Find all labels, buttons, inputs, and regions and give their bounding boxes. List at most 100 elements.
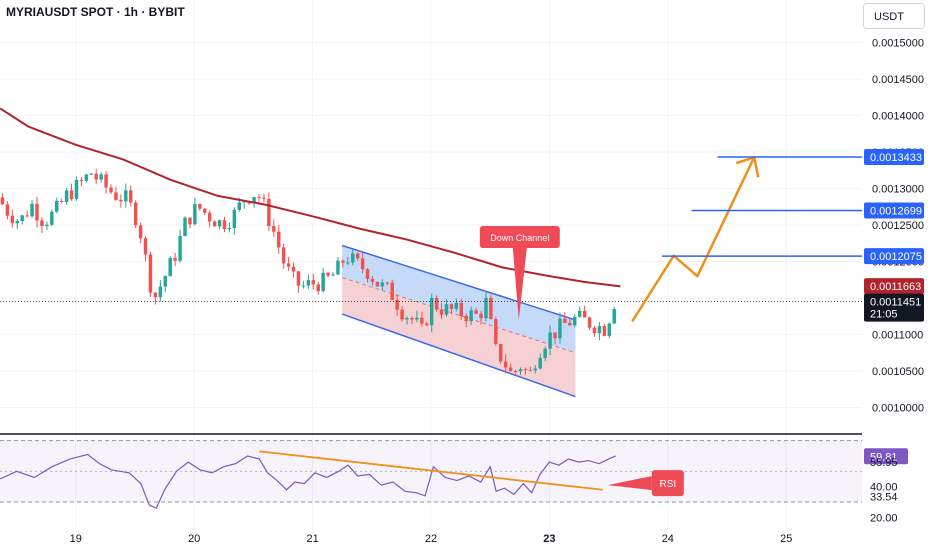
rsi-callout-label: RSI [659,479,676,490]
target-level-tag-bg [864,248,924,265]
candle-body [10,215,15,224]
candle-body [193,203,197,225]
candle-body [474,310,478,314]
candle-body [198,203,202,209]
candle-body [252,197,256,204]
candle-body [15,220,19,224]
candle-body [50,211,54,225]
candle-body [281,247,286,264]
rsi-level-label: 20.00 [870,512,898,524]
current-price-tag-label: 0.0011451 [870,297,921,309]
candle-body [469,310,473,322]
price-tick-label: 0.0015000 [872,38,924,50]
target-level-tag-label: 0.0013433 [870,152,922,164]
candle-body [351,253,355,263]
candle-body [597,325,602,334]
candle-body [326,272,330,276]
candle-body [129,190,133,203]
candle-body [568,322,572,326]
candle-body [494,319,498,345]
candle-body [84,174,89,181]
rsi-pane [0,440,862,509]
candle-body [553,332,557,339]
candle-body [277,231,281,248]
candle-body [543,348,547,358]
candle-body [20,215,24,221]
time-tick-label: 23 [543,533,555,545]
candle-body [25,215,29,217]
candlestick-series [0,168,616,375]
candle-body [439,309,444,315]
rsi-callout-pointer [607,476,652,491]
candle-body [612,309,616,324]
candle-body [321,272,325,292]
candle-body [385,282,390,284]
rsi-trendline [259,450,603,491]
candle-body [454,302,459,309]
candle-body [222,220,227,230]
price-axis: 0.00150000.00145000.00140000.00135000.00… [862,0,932,550]
time-axis: 19 20 21 22 23 24 25 [70,533,793,545]
candle-body [370,278,375,282]
rsi-current-bg [864,448,908,465]
candle-body [607,323,612,336]
candle-body [45,224,49,227]
candle-body [410,318,414,320]
candle-body [257,197,261,199]
projection-path [631,156,756,323]
candle-body [375,281,380,287]
candle-body [64,190,69,203]
target-level-tag-label: 0.0012699 [870,206,922,218]
candle-body [124,190,128,202]
candle-body [420,317,424,324]
chart-grid [0,0,932,530]
price-tick-label: 0.0010000 [872,402,924,414]
down-channel-callout-box [479,226,560,248]
candle-body [138,225,143,239]
candle-body [69,190,74,200]
currency-selector[interactable]: USDT [863,3,925,29]
candle-body [94,173,98,180]
candle-body [513,371,518,373]
candle-body [508,367,513,372]
candle-body [35,203,39,221]
target-level-tag-bg [864,202,924,219]
candle-body [306,280,311,286]
price-tick-label: 0.0014500 [872,74,924,86]
target-level-tag-bg [864,149,924,166]
time-tick-label: 20 [188,533,200,545]
down-channel-label: Down Channel [490,233,549,243]
candle-body [425,323,429,326]
time-tick-label: 21 [306,533,318,545]
candle-body [577,310,582,317]
candle-body [148,254,153,293]
candle-body [499,344,503,362]
target-levels [661,156,862,257]
candle-body [548,332,552,349]
rsi-line [0,453,616,509]
price-tick-label: 0.0012500 [872,220,924,232]
candle-body [365,269,370,279]
price-tick-label: 0.0013000 [872,184,924,196]
candle-body [203,208,207,213]
candle-body [346,262,350,264]
symbol-title: MYRIAUSDT SPOT · 1h · BYBIT [6,5,185,19]
rsi-current-label: 59.81 [870,451,898,463]
candle-body [528,370,533,372]
candle-body [79,179,84,181]
candle-body [262,197,266,199]
candle-body [133,202,138,226]
candle-body [484,297,488,319]
time-tick-label: 22 [425,533,437,545]
candle-body [563,318,567,323]
candle-body [153,292,158,298]
moving-average-line [0,107,862,303]
candle-body [336,260,340,275]
candle-body [380,282,385,287]
candle-body [109,187,113,193]
time-tick-label: 19 [70,533,82,545]
price-tick-label: 0.0014000 [872,111,924,123]
candle-body [207,212,212,222]
channel-upper-line [341,244,576,321]
